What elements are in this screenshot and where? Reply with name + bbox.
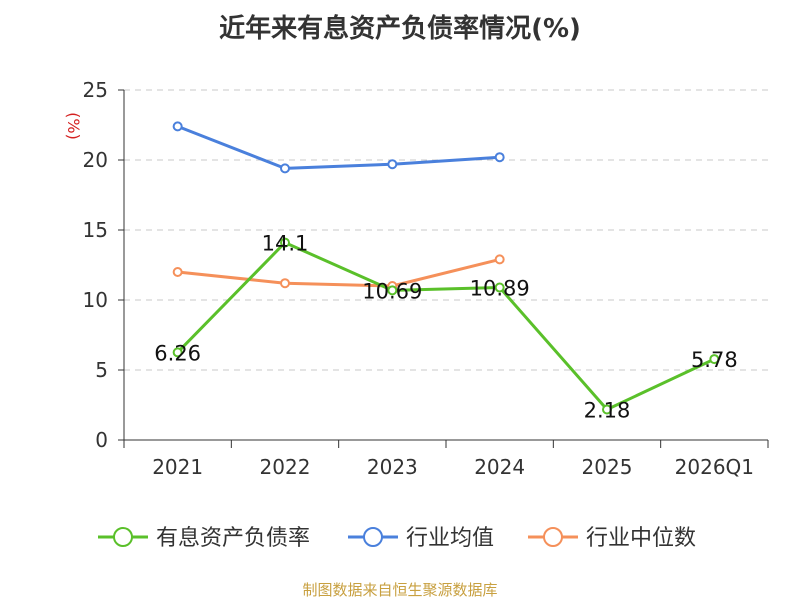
legend-item[interactable]: 行业均值 [348, 526, 494, 551]
legend: 有息资产负债率 行业均值 行业中位数 [98, 526, 696, 551]
data-label: 2.18 [584, 398, 631, 422]
data-label: 10.69 [362, 279, 422, 303]
data-point [280, 163, 290, 174]
data-labels: 6.26 14.1 10.69 10.89 2.18 5.78 [154, 232, 737, 423]
data-point [172, 121, 183, 132]
legend-marker-icon [113, 527, 133, 547]
x-tick-label: 2026Q1 [675, 455, 754, 479]
y-tick-label: 15 [83, 218, 108, 242]
data-point [709, 354, 720, 365]
y-tick-label: 25 [83, 78, 108, 102]
x-tick-label: 2025 [582, 455, 633, 479]
legend-item[interactable]: 行业中位数 [528, 526, 696, 551]
data-point [280, 278, 290, 289]
x-tick-label: 2023 [367, 455, 418, 479]
legend-marker-icon [363, 527, 383, 547]
y-tick-label: 10 [83, 288, 108, 312]
data-point [172, 347, 183, 358]
chart-title: 近年来有息资产负债率情况(%) [219, 14, 581, 44]
y-tick-label: 5 [95, 358, 108, 382]
data-point [494, 152, 505, 163]
legend-label: 行业中位数 [586, 526, 696, 551]
data-point [172, 267, 183, 277]
y-tick-labels: 0 5 10 15 20 25 [83, 78, 108, 452]
data-point [387, 159, 398, 170]
y-tick-label: 0 [95, 428, 108, 452]
y-tick-label: 20 [83, 148, 108, 172]
data-label: 10.89 [470, 277, 530, 301]
series-line [177, 125, 500, 170]
data-label: 6.26 [154, 341, 201, 365]
x-tick-label: 2024 [474, 455, 525, 479]
data-point [494, 282, 505, 293]
axes [118, 89, 769, 448]
legend-marker-icon [543, 527, 563, 547]
source-note: 制图数据来自恒生聚源数据库 [302, 581, 498, 599]
legend-item[interactable]: 有息资产负债率 [98, 526, 310, 551]
data-point [602, 404, 612, 415]
series-line [176, 241, 715, 411]
series-line [177, 257, 501, 288]
grid-lines [124, 89, 768, 371]
data-point [280, 237, 290, 248]
y-axis-unit-label: (%) [64, 112, 83, 140]
series-lines [172, 121, 720, 415]
legend-label: 有息资产负债率 [156, 526, 310, 551]
data-point [387, 285, 398, 296]
x-tick-label: 2021 [152, 455, 203, 479]
x-tick-labels: 2021 2022 2023 2024 2025 2026Q1 [152, 455, 754, 479]
data-label: 5.78 [691, 348, 738, 372]
x-tick-label: 2022 [260, 455, 311, 479]
data-point [494, 254, 505, 265]
legend-label: 行业均值 [406, 526, 494, 551]
data-label: 14.1 [262, 232, 309, 256]
